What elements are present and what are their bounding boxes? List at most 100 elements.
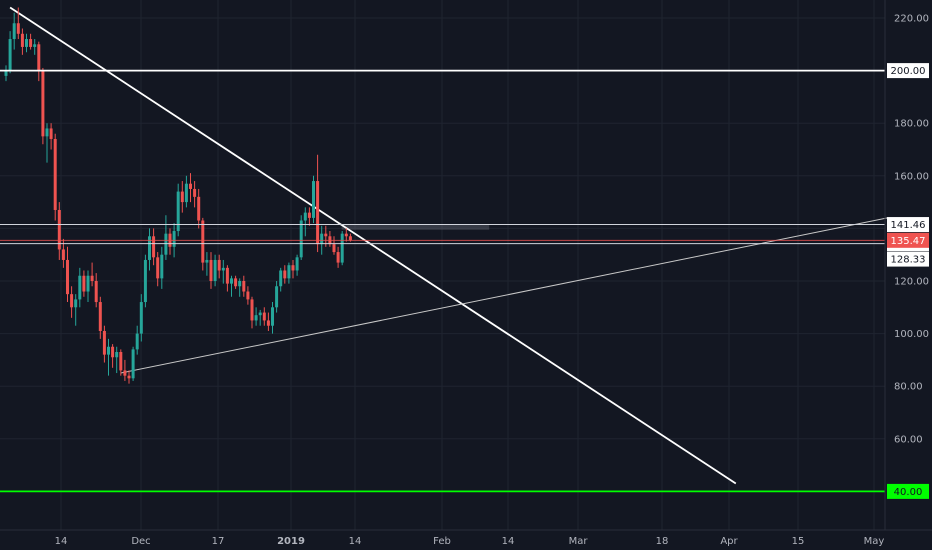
secondary-price-label: 128.33: [891, 255, 926, 266]
candle-body: [303, 212, 307, 221]
time-tick-label: 15: [792, 536, 805, 547]
candle-body: [344, 233, 348, 237]
time-tick-label: Apr: [720, 536, 738, 547]
candle-body: [238, 281, 242, 287]
current-price-label-bg: [887, 232, 929, 248]
price-tick-label: 180.00: [894, 119, 929, 130]
candle-body: [143, 259, 147, 303]
candle-body: [78, 275, 82, 300]
candle-body: [271, 307, 274, 326]
price-level-label-bg: [887, 483, 929, 499]
price-tick-label: 60.00: [894, 434, 923, 445]
candle-body: [246, 291, 250, 300]
candle-body: [4, 70, 8, 76]
candle-body: [205, 259, 209, 263]
candle-body: [135, 333, 139, 350]
candle-body: [217, 259, 221, 271]
candle-body: [41, 70, 45, 137]
time-tick-label: Dec: [131, 536, 150, 547]
horizontal-levels: [0, 69, 885, 493]
candle-body: [348, 236, 352, 241]
candle-body: [98, 302, 102, 331]
candle-body: [180, 191, 184, 203]
candle-body: [201, 220, 205, 263]
candle-body: [156, 257, 160, 279]
candle-body: [33, 44, 37, 47]
grid-lines: [0, 0, 885, 530]
time-tick-label: Feb: [433, 536, 451, 547]
candle-body: [275, 286, 279, 308]
candle-body: [197, 196, 201, 221]
candle-body: [312, 181, 315, 218]
secondary-price-label-bg: [887, 251, 929, 267]
candles: [4, 7, 352, 384]
time-tick-label: 17: [212, 536, 225, 547]
candle-body: [242, 281, 246, 292]
candle-body: [262, 312, 266, 321]
candle-body: [193, 188, 197, 197]
candle-body: [57, 209, 61, 250]
candle-body: [111, 346, 115, 358]
candle-body: [8, 39, 12, 71]
candle-body: [90, 275, 94, 281]
candle-body: [53, 138, 57, 210]
candle-body: [299, 220, 303, 258]
candle-body: [152, 236, 156, 258]
price-tick-label: 80.00: [894, 382, 923, 393]
price-tick-label: 220.00: [894, 14, 929, 25]
price-tick-label: 160.00: [894, 171, 929, 182]
candle-body: [61, 249, 65, 260]
candle-body: [29, 39, 33, 47]
current-price-label: 135.47: [891, 236, 926, 247]
candle-body: [131, 349, 135, 379]
candle-body: [119, 352, 123, 371]
candle-body: [49, 128, 53, 139]
price-level-label-bg: [887, 63, 929, 79]
price-level-label: 141.46: [891, 220, 926, 231]
candle-body: [320, 233, 324, 245]
trendline-downtrend: [9, 6, 737, 485]
candle-body: [266, 320, 270, 326]
candle-body: [139, 302, 143, 334]
candle-body: [340, 233, 344, 263]
price-tick-label: 100.00: [894, 329, 929, 340]
candle-body: [16, 23, 20, 34]
candle-body: [123, 370, 127, 376]
candle-body: [66, 259, 69, 295]
candle-body: [70, 294, 74, 308]
candle-body: [12, 23, 16, 40]
resistance-zone: [341, 224, 490, 230]
time-tick-label: May: [864, 536, 885, 547]
candle-body: [184, 183, 188, 203]
time-tick-label: 14: [349, 536, 362, 547]
candle-body: [254, 315, 258, 321]
candle-body: [209, 259, 213, 281]
time-tick-label: 2019: [277, 536, 305, 547]
candle-body: [82, 275, 86, 292]
candle-body: [258, 312, 262, 316]
candle-body: [307, 212, 311, 218]
candle-body: [225, 267, 229, 284]
candle-body: [221, 267, 225, 271]
candle-body: [102, 330, 106, 355]
price-level-label: 200.00: [891, 66, 926, 77]
candle-body: [230, 278, 233, 284]
time-axis[interactable]: 14 Dec 17 2019 14 Feb 14 Mar 18 Apr 15 May: [55, 536, 885, 547]
candle-body: [234, 278, 238, 287]
candle-body: [148, 236, 151, 260]
time-tick-label: 14: [55, 536, 68, 547]
candle-body: [94, 281, 98, 303]
candle-body: [74, 299, 78, 308]
time-tick-label: 14: [502, 536, 515, 547]
time-tick-label: Mar: [569, 536, 589, 547]
candle-body: [316, 181, 320, 245]
candle-body: [283, 270, 287, 279]
candle-body: [127, 375, 131, 379]
candle-body: [291, 265, 295, 271]
time-tick-label: 18: [656, 536, 669, 547]
candle-body: [20, 33, 24, 47]
candle-body: [115, 352, 119, 358]
